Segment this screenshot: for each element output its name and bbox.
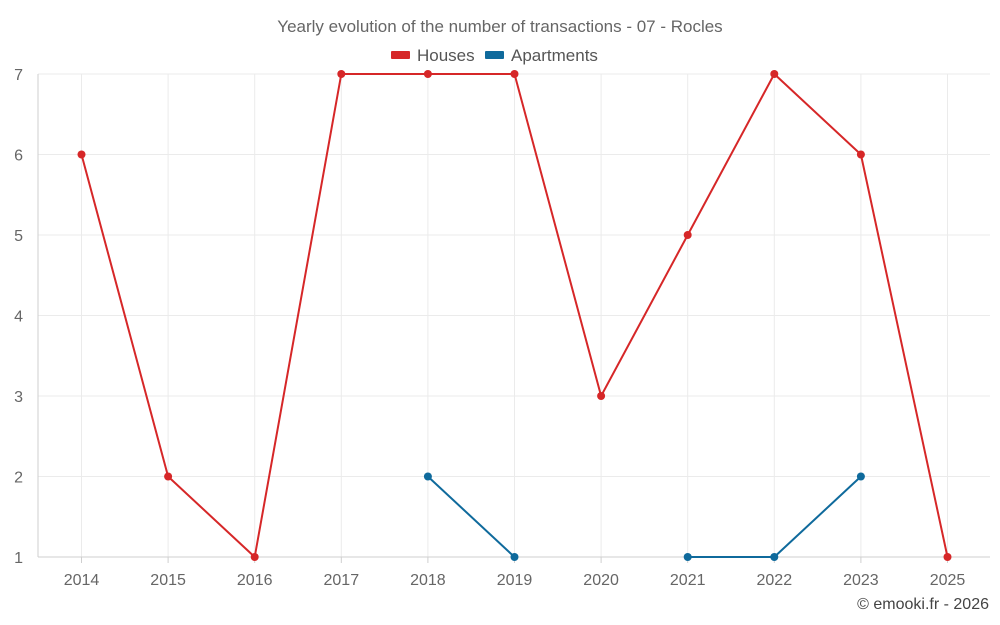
y-tick-label-2: 2 [14,470,23,487]
data-point-houses-2018[interactable] [423,70,432,78]
x-tick-label-2023: 2023 [843,572,879,589]
legend-item-houses[interactable]: Houses [391,46,475,65]
x-tick-label-2016: 2016 [237,572,273,589]
legend-swatch-apartments [485,51,504,59]
data-point-houses-2014[interactable] [77,150,86,159]
legend-item-apartments[interactable]: Apartments [485,46,598,65]
data-point-apartments-2019[interactable] [510,553,519,561]
data-point-houses-2015[interactable] [164,472,173,481]
chart-title: Yearly evolution of the number of transa… [277,17,722,36]
series-line-apartments-0 [427,475,516,558]
legend-label-apartments: Apartments [511,46,598,65]
y-tick-label-6: 6 [14,148,23,165]
data-point-houses-2023[interactable] [856,150,865,159]
y-tick-label-7: 7 [14,67,23,84]
data-point-houses-2019[interactable] [510,70,519,78]
series-apartments [423,472,865,561]
data-point-houses-2016[interactable] [250,553,259,561]
x-tick-label-2019: 2019 [497,572,533,589]
series [77,70,952,561]
grid [38,73,990,557]
x-tick-label-2017: 2017 [324,572,360,589]
x-tick-label-2025: 2025 [930,572,966,589]
legend: Houses Apartments [391,46,598,65]
data-point-houses-2017[interactable] [337,70,346,78]
x-tick-label-2018: 2018 [410,572,446,589]
x-tick-label-2020: 2020 [583,572,619,589]
series-houses [77,70,952,561]
y-tick-label-4: 4 [14,309,23,326]
y-tick-label-3: 3 [14,389,23,406]
legend-label-houses: Houses [417,46,475,65]
data-point-houses-2021[interactable] [683,231,692,239]
data-point-apartments-2022[interactable] [770,553,779,561]
y-tick-label-5: 5 [14,228,23,245]
x-tick-label-2015: 2015 [150,572,186,589]
data-point-apartments-2021[interactable] [683,553,692,561]
x-tick-label-2022: 2022 [757,572,793,589]
y-tick-label-1: 1 [14,550,23,567]
data-point-houses-2025[interactable] [943,553,952,561]
legend-swatch-houses [391,51,410,59]
axes: 1 2 3 4 5 6 7 2014 2015 2016 2017 2018 2019 2020 2021 2… [14,67,990,589]
credit-text: © emooki.fr - 2026 [857,596,989,613]
data-point-apartments-2023[interactable] [856,472,865,481]
data-point-houses-2020[interactable] [597,392,606,400]
x-tick-label-2014: 2014 [64,572,100,589]
data-point-apartments-2018[interactable] [423,472,432,481]
x-tick-label-2021: 2021 [670,572,706,589]
data-point-houses-2022[interactable] [770,70,779,78]
